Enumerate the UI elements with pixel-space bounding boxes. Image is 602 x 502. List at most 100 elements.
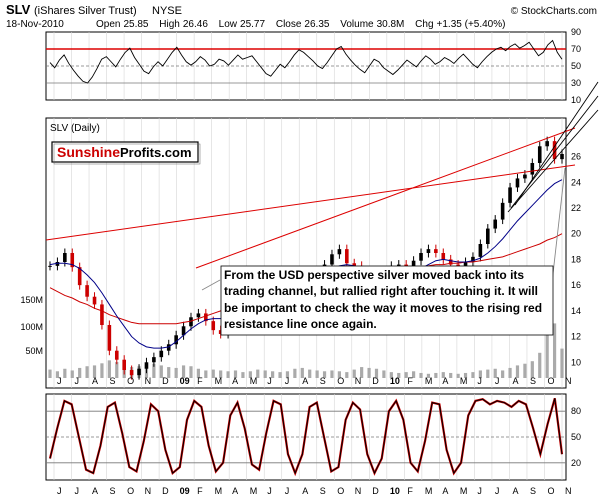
month-label: N	[145, 376, 152, 386]
month-label: J	[495, 486, 500, 496]
price-tick-label: 26	[571, 152, 581, 162]
month-label: J	[267, 376, 272, 386]
resistance-line	[195, 127, 576, 269]
price-tick-label: 18	[571, 254, 581, 264]
volume-bar	[552, 323, 557, 378]
price-candle-body	[152, 357, 156, 363]
volume-bar	[449, 372, 453, 378]
volume-bar	[352, 369, 356, 378]
price-candle-body	[204, 313, 208, 322]
month-label: M	[425, 486, 433, 496]
price-candle-body	[166, 344, 171, 351]
month-label: A	[92, 376, 98, 386]
price-candle-body	[419, 253, 423, 261]
volume-bar	[493, 368, 497, 378]
volume-bar	[263, 370, 267, 378]
price-candle-body	[85, 285, 89, 297]
annotation-box: From the USD perspective silver moved ba…	[220, 265, 554, 336]
month-label: 09	[180, 376, 190, 386]
price-tick-label: 12	[571, 332, 581, 342]
volume-bar	[55, 371, 60, 378]
volume-bar	[300, 367, 304, 378]
volume-bar	[456, 373, 460, 378]
svg-text:Sunshine: Sunshine	[57, 144, 120, 160]
volume-bar	[560, 348, 564, 378]
credit-text: © StockCharts.com	[511, 6, 597, 17]
volume-tick-label: 50M	[25, 346, 43, 356]
price-candle-body	[337, 249, 342, 255]
volume-bar	[486, 369, 490, 378]
volume-bar	[204, 370, 208, 378]
month-label: F	[197, 486, 203, 496]
volume-bar	[278, 372, 282, 378]
volume-bar	[181, 365, 186, 378]
volume-bar	[92, 365, 97, 378]
month-label: S	[530, 486, 536, 496]
price-candle-body	[144, 362, 149, 369]
price-candle-body	[70, 253, 75, 268]
price-candle-body	[114, 350, 119, 360]
volume-bar	[515, 365, 520, 378]
quote-line: Open 25.85 High 26.46 Low 25.77 Close 26.35 …	[96, 19, 505, 30]
volume-bar	[463, 372, 468, 378]
volume-bar	[70, 370, 74, 378]
month-label: N	[145, 486, 152, 496]
volume-bar	[115, 362, 119, 378]
month-label: M	[460, 486, 468, 496]
price-candle-body	[129, 370, 134, 376]
price-candle-body	[352, 263, 357, 266]
price-candle-body	[159, 350, 164, 358]
volume-bar	[285, 371, 290, 378]
volume-bar	[397, 372, 401, 378]
volume-tick-label: 150M	[20, 295, 43, 305]
volume-bar	[471, 372, 475, 378]
price-candle-body	[107, 325, 112, 351]
volume-bar	[85, 366, 89, 378]
volume-bar	[345, 372, 349, 378]
volume-tick-label: 100M	[20, 322, 43, 332]
price-tick-label: 20	[571, 229, 581, 239]
volume-bar	[152, 363, 156, 378]
volume-bar	[360, 367, 364, 378]
month-label: D	[372, 376, 379, 386]
month-label: O	[547, 376, 554, 386]
month-label: F	[197, 376, 203, 386]
price-tick-label: 24	[571, 177, 581, 187]
stochastic-tick-label: 50	[571, 432, 581, 442]
month-label: M	[215, 486, 223, 496]
month-label: S	[530, 376, 536, 386]
price-candle-body	[137, 368, 141, 376]
month-label: A	[512, 486, 518, 496]
month-label: A	[302, 486, 308, 496]
quote-date: 18-Nov-2010	[6, 19, 64, 30]
volume-bar	[478, 370, 482, 378]
volume-bar	[107, 360, 111, 378]
volume-bar	[174, 367, 178, 378]
price-candle-body	[493, 219, 498, 229]
volume-bar	[508, 367, 512, 378]
price-candle-body	[181, 326, 186, 336]
month-label: A	[232, 376, 238, 386]
month-label: J	[477, 486, 482, 496]
month-label: J	[57, 486, 62, 496]
volume-bar	[530, 361, 534, 378]
sunshine-profits-logo: Sunshine Profits.com	[51, 141, 201, 165]
volume-bar	[404, 372, 408, 378]
month-label: S	[320, 486, 326, 496]
channel-line-lower	[507, 109, 599, 213]
price-tick-label: 22	[571, 203, 581, 213]
price-candle-body	[530, 163, 535, 175]
month-label: J	[285, 376, 290, 386]
price-candle-body	[189, 317, 193, 327]
month-label: A	[442, 486, 448, 496]
price-candle-body	[508, 187, 512, 203]
volume-bar	[426, 373, 431, 378]
month-label: J	[267, 486, 272, 496]
month-label: N	[355, 376, 362, 386]
month-label: J	[75, 486, 80, 496]
month-label: D	[162, 486, 169, 496]
volume-bar	[226, 371, 230, 378]
price-candle-body	[330, 254, 334, 265]
